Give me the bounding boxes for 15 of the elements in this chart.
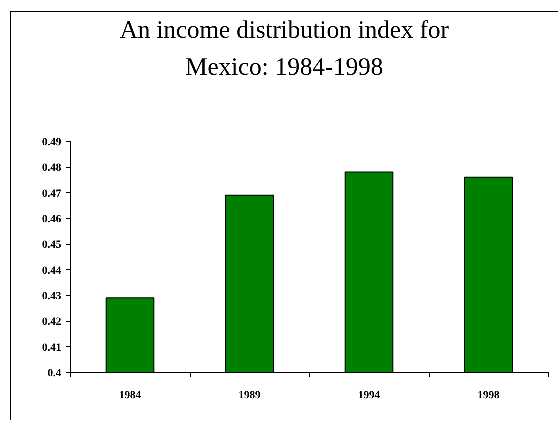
x-tick-label: 1984 <box>119 390 142 402</box>
x-tick-label: 1998 <box>478 390 500 402</box>
y-tick-label: 0.41 <box>42 342 62 354</box>
y-tick-label: 0.4 <box>48 368 62 380</box>
y-tick-label: 0.45 <box>42 239 62 252</box>
y-tick-label: 0.49 <box>42 136 62 148</box>
y-tick-label: 0.47 <box>42 188 62 200</box>
y-tick-label: 0.48 <box>42 162 62 174</box>
y-tick-label: 0.46 <box>42 214 62 226</box>
y-tick-label: 0.44 <box>42 264 62 277</box>
y-tick-label: 0.42 <box>42 316 62 328</box>
chart-title: An income distribution index for Mexico: 1984-1998 <box>120 16 450 83</box>
x-tick-label: 1989 <box>238 390 262 402</box>
y-tick-label: 0.43 <box>42 290 62 302</box>
x-tick-label: 1994 <box>358 390 381 402</box>
